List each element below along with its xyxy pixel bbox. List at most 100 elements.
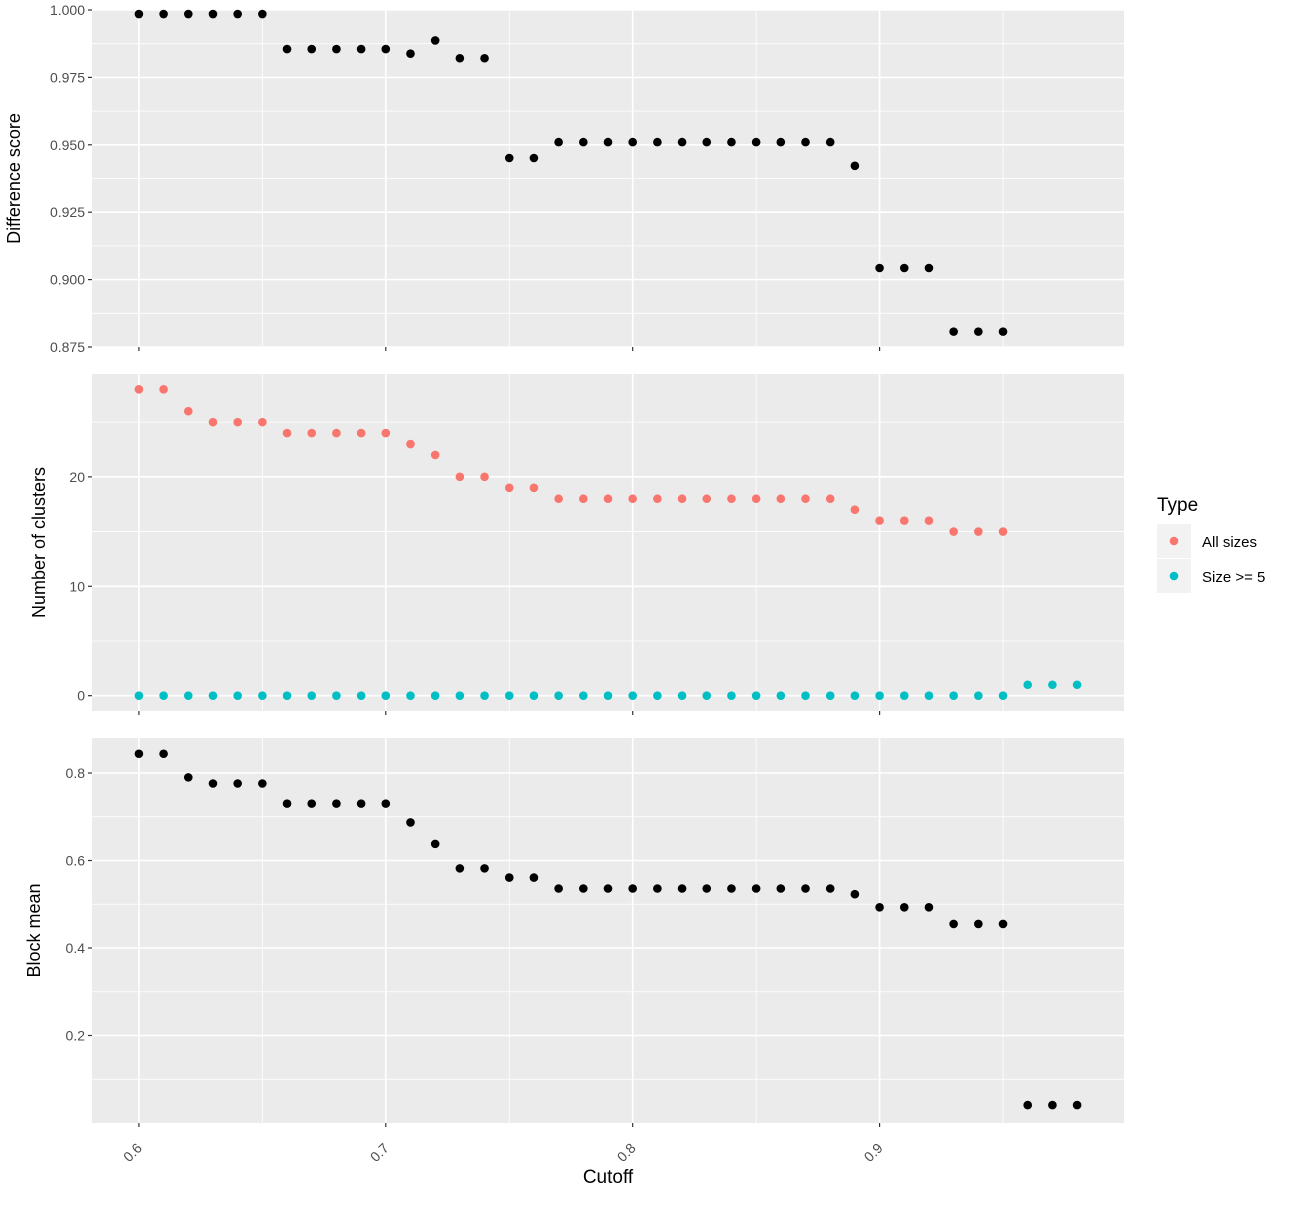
data-point [233,691,242,700]
data-point [529,483,539,493]
data-point [183,691,193,700]
data-point [825,884,835,893]
y-axis-label: Difference score [4,113,24,244]
data-point [949,327,958,336]
data-point [480,472,489,482]
data-point [702,494,712,504]
x-tick-label: 0.7 [367,1140,392,1165]
data-point [480,53,489,63]
data-point [159,691,168,700]
y-tick-label: 0.875 [50,339,85,355]
data-point [677,691,687,700]
data-point [998,919,1008,929]
data-point [875,516,884,525]
y-axis-label: Block mean [24,883,44,977]
x-axis-label: Cutoff [583,1167,634,1188]
data-point [356,44,366,54]
data-point [677,137,687,147]
data-point [134,749,144,759]
y-axis-label: Number of clusters [29,467,49,618]
data-point [208,9,218,19]
data-point [850,691,860,700]
data-point [504,691,514,700]
data-point [356,799,366,808]
data-point [974,327,983,336]
y-tick-label: 0.4 [66,940,86,956]
data-point [702,884,712,893]
data-point [381,428,391,438]
data-point [134,691,144,700]
data-point [801,691,810,700]
data-point [702,691,712,700]
panel-background [92,738,1124,1123]
data-point [282,799,292,808]
data-point [183,406,193,416]
data-point [924,691,934,700]
data-point [628,494,637,504]
data-point [998,691,1008,700]
data-point [183,9,193,19]
data-point [258,9,267,19]
data-point [381,691,391,700]
data-point [924,516,934,525]
data-point [332,691,341,700]
y-tick-label: 0.975 [50,69,85,85]
data-point [825,137,835,147]
data-point [307,428,317,438]
data-point [702,137,712,147]
data-point [554,137,563,147]
data-point [727,884,736,893]
data-point [850,505,860,514]
data-point [899,691,909,700]
data-point [406,818,415,827]
legend-entry-label: All sizes [1202,534,1257,551]
data-point [825,691,835,700]
y-tick-label: 20 [69,469,85,485]
data-point [875,903,884,912]
data-point [751,137,761,147]
data-point [776,137,786,147]
data-point [356,428,366,438]
data-point [529,873,539,882]
data-point [974,919,983,929]
data-point [282,44,292,54]
data-point [1023,680,1033,690]
data-point [603,691,613,700]
panel-2: 0 10 20 Number of clusters [29,374,1124,715]
data-point [924,903,934,912]
data-point [949,919,958,929]
data-point [677,884,687,893]
data-point [233,779,242,788]
data-point [899,263,909,273]
data-point [307,691,317,700]
data-point [998,327,1008,336]
x-tick-label: 0.9 [861,1140,886,1165]
data-point [504,153,514,163]
y-tick-label: 10 [69,578,85,594]
data-point [998,527,1008,536]
x-tick-label: 0.6 [120,1140,145,1165]
data-point [727,494,736,504]
data-point [850,161,860,171]
legend: Type All sizes Size >= 5 [1157,495,1265,593]
data-point [381,44,391,54]
data-point [208,691,218,700]
data-point [850,889,860,899]
data-point [529,153,539,163]
data-point [801,137,810,147]
data-point [776,494,786,504]
data-point [579,137,588,147]
data-point [307,44,317,54]
y-tick-label: 0 [77,688,85,704]
data-point [579,884,588,893]
data-point [134,385,144,394]
data-point [628,691,637,700]
y-tick-label: 0.8 [66,765,86,781]
data-point [159,9,168,19]
data-point [899,516,909,525]
data-point [751,691,761,700]
data-point [751,884,761,893]
data-point [603,494,613,504]
legend-title: Type [1157,495,1198,516]
